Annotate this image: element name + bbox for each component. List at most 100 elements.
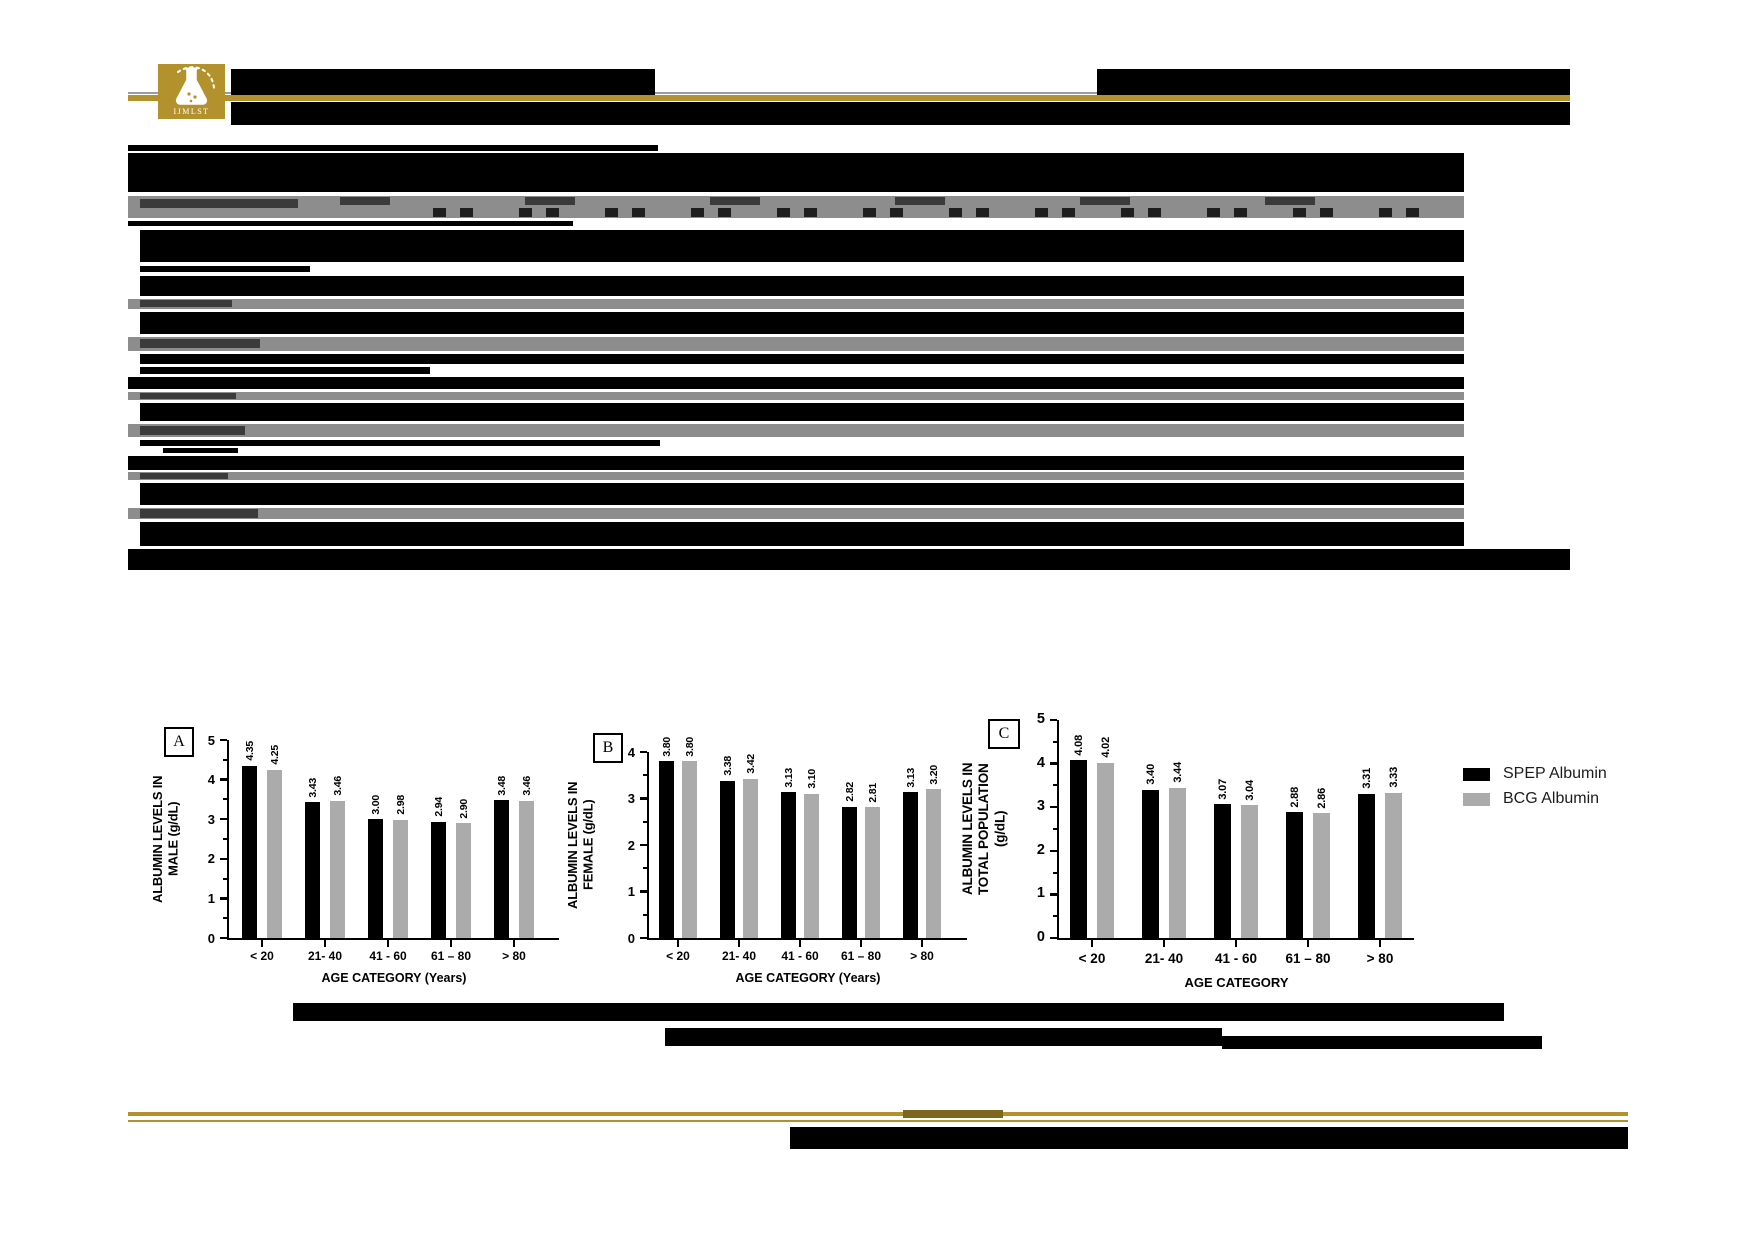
bar-chart-total-population: 0 1 2 3 4 5 4.08 4.02 < 20 3.40 3.44 21- 40 3.07 3.04…	[1037, 712, 1414, 989]
y-axis-tick-label: 1	[1036, 885, 1045, 902]
y-axis-tick	[1049, 849, 1057, 853]
bar-bcg-group3	[1241, 805, 1258, 938]
y-axis-tick-label: 3	[627, 791, 635, 806]
bar-value-text: 2.94	[432, 796, 445, 817]
redacted-text-bar	[804, 208, 817, 217]
redacted-text-bar	[1222, 1036, 1542, 1049]
bar-value-text: 3.10	[805, 769, 818, 789]
x-axis-title: AGE CATEGORY (Years)	[321, 971, 467, 985]
bar-value-label: 2.88	[1281, 787, 1308, 808]
bar-bcg-group3	[804, 793, 819, 938]
redacted-text-bar	[231, 69, 655, 95]
bar-bcg-group5	[519, 800, 534, 938]
y-axis-tick-label: 4	[627, 744, 635, 760]
bar-spep-group2	[720, 780, 735, 938]
logo-text: IJMLST	[173, 107, 210, 116]
redacted-text-bar	[519, 208, 532, 217]
x-axis-tick	[737, 940, 741, 947]
redacted-text-bar	[949, 208, 962, 217]
redacted-text-bar	[433, 208, 446, 217]
bar-value-label: 4.02	[1092, 737, 1119, 758]
chart-legend: SPEP Albumin BCG Albumin	[1463, 766, 1607, 807]
bar-value-text: 3.13	[782, 767, 795, 788]
y-axis-tick	[639, 750, 647, 754]
panel-label-b: B	[593, 733, 623, 763]
legend-label-spep: SPEP Albumin	[1503, 765, 1607, 782]
x-axis-category-label: > 80	[910, 949, 934, 963]
redacted-text-bar	[1320, 208, 1333, 217]
bar-value-text: 4.08	[1072, 734, 1085, 756]
bar-bcg-group1	[1097, 762, 1114, 938]
redacted-text-bar	[140, 509, 258, 518]
x-axis-category-label: < 20	[1078, 951, 1106, 966]
y-axis-tick-label: 2	[1036, 841, 1045, 858]
y-axis-minor-tick	[1052, 784, 1057, 787]
bar-value-label: 3.80	[654, 737, 679, 757]
x-axis-tick	[260, 940, 264, 947]
bar-value-label: 3.40	[1137, 764, 1164, 785]
redacted-text-bar	[128, 392, 1464, 400]
bar-value-text: 3.20	[927, 764, 940, 785]
bar-value-label: 3.00	[363, 795, 388, 815]
bar-value-label: 3.43	[300, 778, 325, 798]
redacted-text-bar	[665, 1028, 1222, 1046]
redacted-text-bar	[140, 312, 1464, 334]
redacted-text-bar	[140, 367, 430, 374]
y-axis-tick-label: 3	[207, 811, 215, 827]
divider-rule	[903, 1110, 1003, 1118]
redacted-text-bar	[1379, 208, 1392, 217]
bar-value-text: 3.80	[683, 736, 696, 757]
y-axis-tick	[639, 890, 647, 893]
redacted-text-bar	[1062, 208, 1075, 217]
y-axis-minor-tick	[222, 917, 227, 920]
bar-value-text: 3.44	[1171, 762, 1184, 784]
divider-rule	[128, 1120, 1628, 1122]
y-axis-tick	[219, 778, 227, 781]
bar-spep-group1	[1070, 760, 1087, 938]
bar-value-label: 3.48	[489, 776, 514, 796]
y-axis-minor-tick	[222, 798, 227, 801]
x-axis-category-label: 41 - 60	[781, 949, 819, 963]
bar-value-label: 3.10	[799, 769, 824, 789]
y-axis-tick-label: 1	[627, 884, 635, 899]
bar-chart-male: 0 1 2 3 4 5 4.35 4.25 < 20 3.43 3.46 21- 40 3.00 2.98…	[208, 734, 559, 984]
legend-label-bcg: BCG Albumin	[1503, 790, 1600, 807]
x-axis-tick	[386, 940, 390, 947]
x-axis-category-label: 61 – 80	[840, 949, 882, 963]
redacted-text-bar	[632, 208, 645, 217]
bar-value-label: 3.42	[738, 754, 763, 774]
bar-bcg-group4	[865, 807, 880, 938]
x-axis-category-label: 41 - 60	[369, 949, 407, 963]
bar-value-label: 3.80	[677, 737, 702, 757]
y-axis-minor-tick	[222, 758, 227, 761]
bar-value-text: 2.81	[866, 782, 879, 803]
x-axis-tick	[323, 940, 327, 947]
y-axis-tick-label: 1	[207, 890, 215, 906]
y-axis-tick-label: 2	[627, 837, 635, 853]
bar-value-label: 2.90	[451, 799, 476, 819]
redacted-text-bar	[128, 153, 1464, 192]
redacted-text-bar	[128, 221, 573, 226]
bar-value-label: 2.86	[1308, 788, 1335, 809]
redacted-text-bar	[128, 456, 1464, 470]
bar-value-text: 4.02	[1099, 737, 1112, 758]
bar-spep-group4	[431, 821, 446, 938]
redacted-text-bar	[128, 337, 1464, 351]
bar-value-text: 3.43	[306, 777, 319, 798]
redacted-text-bar	[140, 393, 236, 399]
x-axis-category-label: < 20	[666, 949, 690, 963]
bar-spep-group2	[1142, 789, 1159, 938]
redacted-text-bar	[890, 208, 903, 217]
redacted-text-bar	[546, 208, 559, 217]
redacted-text-bar	[1148, 208, 1161, 217]
redacted-text-bar	[128, 377, 1464, 389]
bar-value-text: 3.13	[904, 767, 917, 788]
legend-swatch-spep	[1463, 767, 1490, 781]
bar-spep-group5	[494, 800, 509, 938]
redacted-text-bar	[1265, 197, 1315, 205]
redacted-text-bar	[1234, 208, 1247, 217]
y-axis-title-female: ALBUMIN LEVELS IN FEMALE (g/dL)	[565, 781, 596, 909]
bar-value-text: 2.86	[1315, 787, 1328, 809]
bar-spep-group3	[781, 792, 796, 938]
x-axis-tick	[798, 940, 802, 947]
